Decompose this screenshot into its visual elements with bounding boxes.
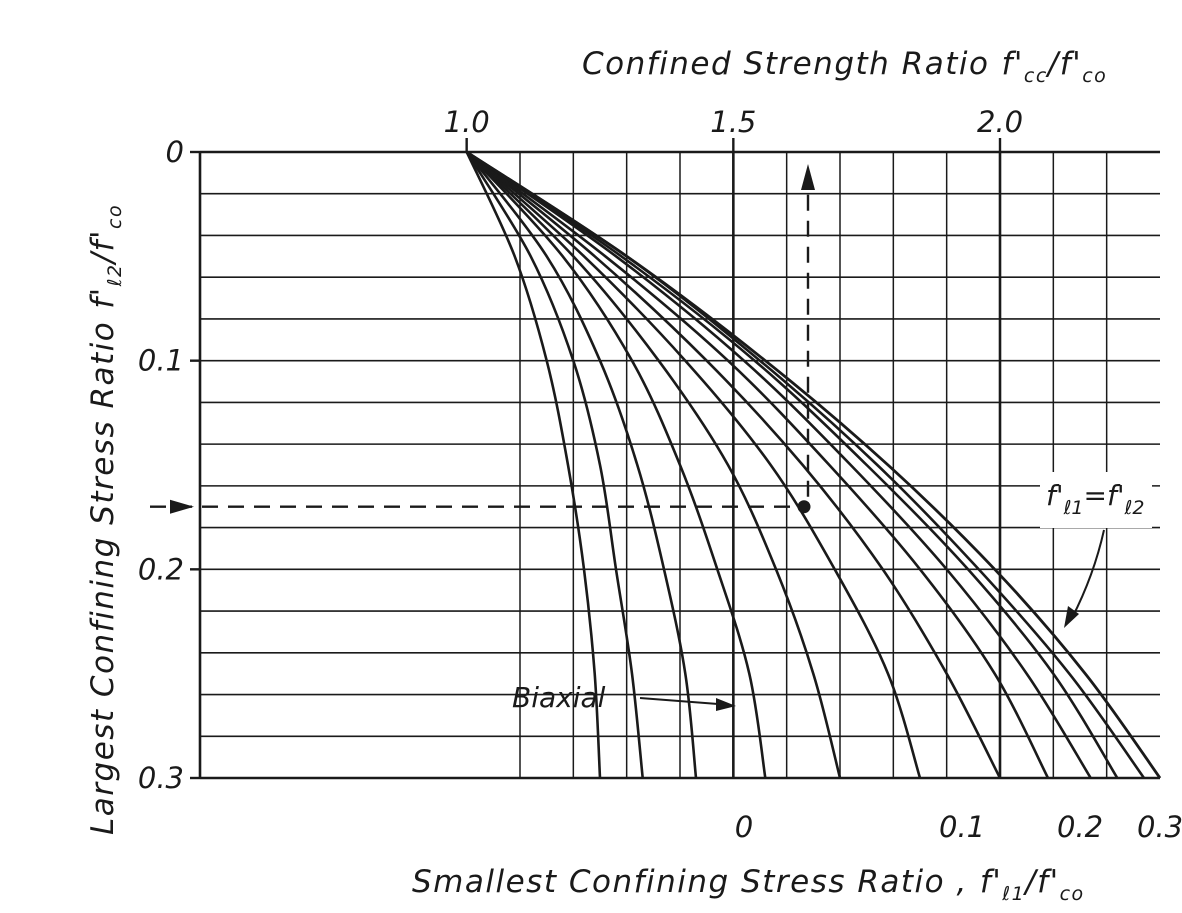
plot-frame bbox=[190, 138, 1160, 780]
biaxial-leader bbox=[639, 697, 719, 705]
biaxial-arrowhead bbox=[716, 698, 736, 711]
biaxial-label: Biaxial bbox=[512, 681, 606, 714]
strength-curve bbox=[465, 151, 842, 779]
equal-confinement-label: f'ℓ1=f'ℓ2 bbox=[1046, 479, 1144, 519]
strength-curve bbox=[465, 150, 1092, 779]
example-dashed-path bbox=[150, 164, 815, 514]
strength-curve bbox=[465, 151, 644, 779]
strength-curve bbox=[465, 151, 698, 779]
strength-curve bbox=[465, 150, 1050, 779]
bottom-tick-label: 0.1 bbox=[939, 810, 985, 844]
biaxial-curve bbox=[465, 151, 602, 779]
bottom-tick-label: 0.3 bbox=[1137, 810, 1182, 844]
bottom-tick-label: 0.2 bbox=[1057, 810, 1103, 844]
left-tick-label: 0.3 bbox=[138, 761, 184, 795]
top-tick-label: 2.0 bbox=[977, 105, 1023, 139]
strength-curve bbox=[465, 150, 1119, 779]
example-point bbox=[797, 500, 811, 514]
strength-curves bbox=[465, 150, 1162, 779]
top-axis-title: Confined Strength Ratio f'cc/f'co bbox=[582, 46, 1107, 87]
top-tick-label: 1.0 bbox=[444, 105, 490, 139]
strength-curve bbox=[465, 150, 1002, 779]
left-tick-label: 0.2 bbox=[138, 552, 184, 586]
example-exit-arrowhead bbox=[801, 164, 815, 190]
left-axis-title: Largest Confining Stress Ratiof'ℓ2/f'co bbox=[85, 204, 126, 835]
equal-confinement-arrowhead bbox=[1064, 606, 1079, 628]
equal-confinement-curve bbox=[465, 150, 1162, 779]
strength-curve bbox=[465, 151, 767, 779]
top-tick-label: 1.5 bbox=[710, 105, 756, 139]
left-tick-label: 0 bbox=[166, 135, 184, 169]
strength-curve bbox=[465, 151, 922, 779]
equal-confinement-leader bbox=[1071, 529, 1105, 619]
equal-label-backdrop bbox=[1040, 472, 1152, 528]
bottom-tick-label: 0 bbox=[735, 810, 753, 844]
bottom-axis-title: Smallest Confining Stress Ratio , f'ℓ1/f'… bbox=[412, 864, 1085, 905]
left-tick-label: 0.1 bbox=[138, 344, 184, 378]
example-entry-arrowhead bbox=[170, 499, 194, 514]
